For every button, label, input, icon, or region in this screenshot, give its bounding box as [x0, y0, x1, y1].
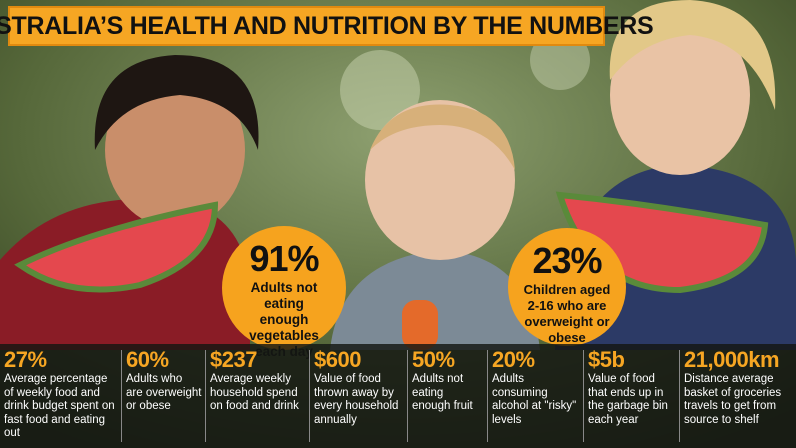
- separator: [205, 350, 206, 442]
- stat: 27% Average percentage of weekly food and…: [0, 344, 122, 448]
- separator: [309, 350, 310, 442]
- circle-value: 23%: [532, 240, 602, 281]
- title: AUSTRALIA’S HEALTH AND NUTRITION BY THE …: [0, 11, 654, 40]
- highlight-circle: 91% Adults not eating enough vegetables …: [222, 226, 346, 359]
- stat: $5b Value of food that ends up in the gar…: [584, 344, 680, 448]
- stat: 20% Adults consuming alcohol at "risky" l…: [488, 344, 584, 448]
- watermelon-left: [14, 201, 219, 293]
- child-right-hair: [609, 0, 776, 110]
- bokeh: [340, 50, 420, 130]
- stat-value: 60%: [126, 347, 169, 372]
- title-banner: AUSTRALIA’S HEALTH AND NUTRITION BY THE …: [0, 6, 654, 46]
- stat-text: Average percentage of weekly food and dr…: [4, 373, 115, 439]
- stat-value: 50%: [412, 347, 455, 372]
- child-middle-hair: [370, 104, 515, 170]
- child-left-face: [105, 72, 245, 228]
- stat-value: 27%: [4, 347, 47, 372]
- separator: [679, 350, 680, 442]
- stat-value: $600: [314, 347, 361, 372]
- stat: $600 Value of food thrown away by every h…: [310, 344, 408, 448]
- stat-text: Adults not eating enough fruit: [412, 373, 473, 412]
- separator: [407, 350, 408, 442]
- stat-text: Adults consuming alcohol at "risky" leve…: [492, 373, 577, 426]
- stat: 50% Adults not eating enough fruit: [408, 344, 488, 448]
- circle-text: Children aged 2-16 who are overweight or…: [523, 282, 611, 345]
- separator: [121, 350, 122, 442]
- stat-value: $5b: [588, 347, 625, 372]
- stat-value: 21,000km: [684, 347, 780, 372]
- stat-text: Average weekly household spend on food a…: [210, 373, 299, 412]
- highlight-circle: 23% Children aged 2-16 who are overweigh…: [508, 228, 626, 346]
- stat-text: Value of food thrown away by every house…: [314, 373, 399, 426]
- stat-text: Value of food that ends up in the garbag…: [588, 373, 668, 426]
- stat: 21,000km Distance average basket of groce…: [680, 344, 796, 448]
- child-right-face: [610, 15, 750, 175]
- child-middle-face: [365, 100, 515, 260]
- child-middle-shirt: [330, 250, 540, 350]
- circle-value: 91%: [249, 238, 319, 279]
- separator: [583, 350, 584, 442]
- carrot: [402, 300, 438, 350]
- separator: [487, 350, 488, 442]
- stat-text: Adults who are overweight or obese: [126, 373, 202, 412]
- stats-strip: 27% Average percentage of weekly food and…: [0, 344, 796, 448]
- stat: 60% Adults who are overweight or obese: [122, 344, 206, 448]
- stat-value: $237: [210, 347, 257, 372]
- stat-value: 20%: [492, 347, 535, 372]
- child-left-hair: [94, 55, 259, 150]
- stat-text: Distance average basket of groceries tra…: [684, 373, 782, 426]
- stat: $237 Average weekly household spend on fo…: [206, 344, 310, 448]
